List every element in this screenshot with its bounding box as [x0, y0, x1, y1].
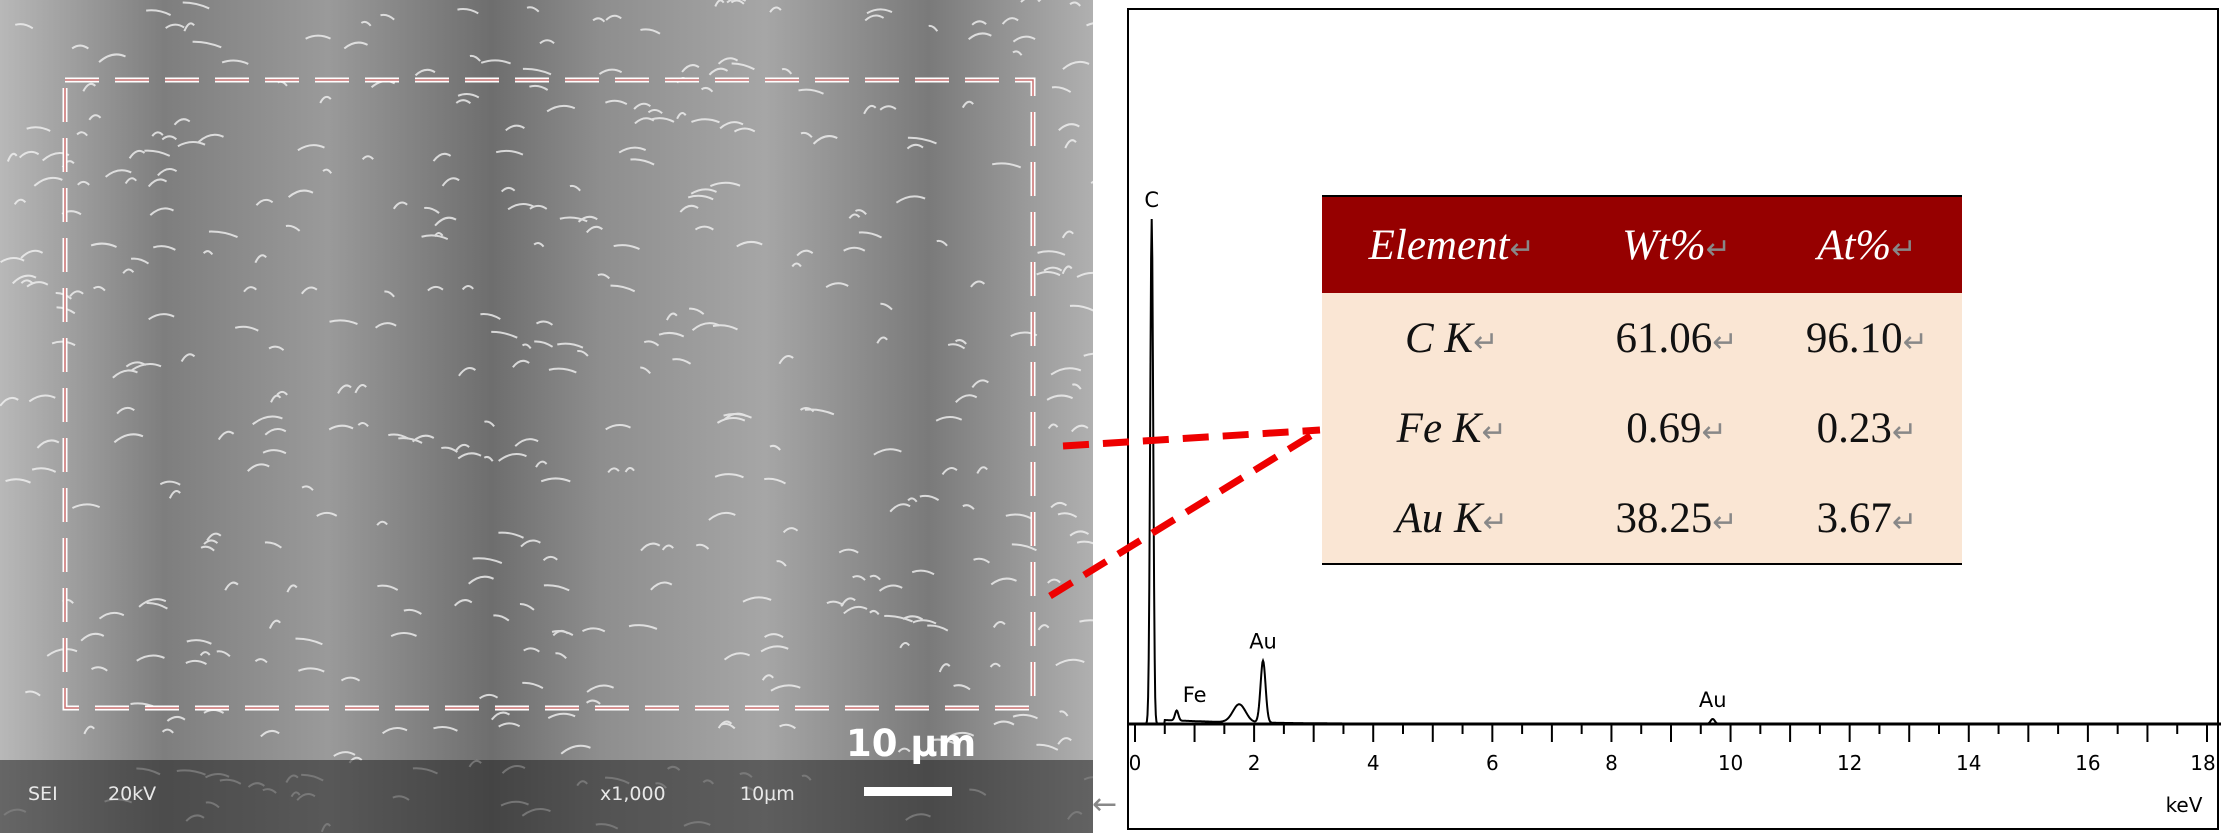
at-cell: 3.67↵ — [1771, 473, 1962, 564]
sem-scale-info-label: 10μm — [740, 783, 795, 805]
x-tick-label: 12 — [1837, 751, 1862, 775]
x-tick-label: 16 — [2075, 751, 2100, 775]
at-cell: 96.10↵ — [1771, 293, 1962, 383]
element-cell: Au K↵ — [1322, 473, 1582, 564]
wt-cell: 61.06↵ — [1581, 293, 1772, 383]
spectrum-line — [1135, 218, 2207, 725]
composition-table: Element↵ Wt%↵ At%↵ C K↵ 61.06↵ 96.10↵ Fe… — [1322, 195, 1962, 565]
header-element: Element↵ — [1322, 196, 1582, 293]
header-wt: Wt%↵ — [1581, 196, 1772, 293]
table-row: Au K↵ 38.25↵ 3.67↵ — [1322, 473, 1962, 564]
x-tick-label: 4 — [1367, 751, 1380, 775]
header-at: At%↵ — [1771, 196, 1962, 293]
x-tick-label: 18 — [2190, 751, 2215, 775]
x-tick-label: 8 — [1605, 751, 1618, 775]
sem-detector-label: SEI — [28, 783, 58, 805]
element-cell: Fe K↵ — [1322, 383, 1582, 473]
table-row: Fe K↵ 0.69↵ 0.23↵ — [1322, 383, 1962, 473]
x-axis-unit: keV — [2166, 793, 2203, 817]
peak-label: Fe — [1183, 683, 1207, 707]
sem-voltage-label: 20kV — [108, 783, 157, 805]
peak-label: Au — [1249, 630, 1277, 654]
at-cell: 0.23↵ — [1771, 383, 1962, 473]
sem-micrograph: SEI 20kV x1,000 10μm 10 μm — [0, 0, 1093, 833]
x-tick-label: 14 — [1956, 751, 1981, 775]
sem-texture — [0, 0, 1093, 833]
element-cell: C K↵ — [1322, 293, 1582, 383]
table-header-row: Element↵ Wt%↵ At%↵ — [1322, 196, 1962, 293]
sem-magnification-label: x1,000 — [600, 783, 666, 805]
scale-bar-label: 10 μm — [846, 722, 977, 765]
wt-cell: 38.25↵ — [1581, 473, 1772, 564]
peak-label: Au — [1699, 688, 1727, 712]
table-row: C K↵ 61.06↵ 96.10↵ — [1322, 293, 1962, 383]
left-arrow-icon: ← — [1092, 787, 1118, 822]
x-tick-label: 0 — [1129, 751, 1141, 775]
peak-label: C — [1144, 188, 1159, 212]
wt-cell: 0.69↵ — [1581, 383, 1772, 473]
scale-bar — [864, 787, 952, 796]
x-tick-label: 6 — [1486, 751, 1499, 775]
spectrum-plot: 0 2 4 6 8 10 12 14 16 18 keV C Fe Au Au — [1129, 188, 2221, 817]
x-tick-label: 2 — [1248, 751, 1261, 775]
x-tick-label: 10 — [1718, 751, 1743, 775]
